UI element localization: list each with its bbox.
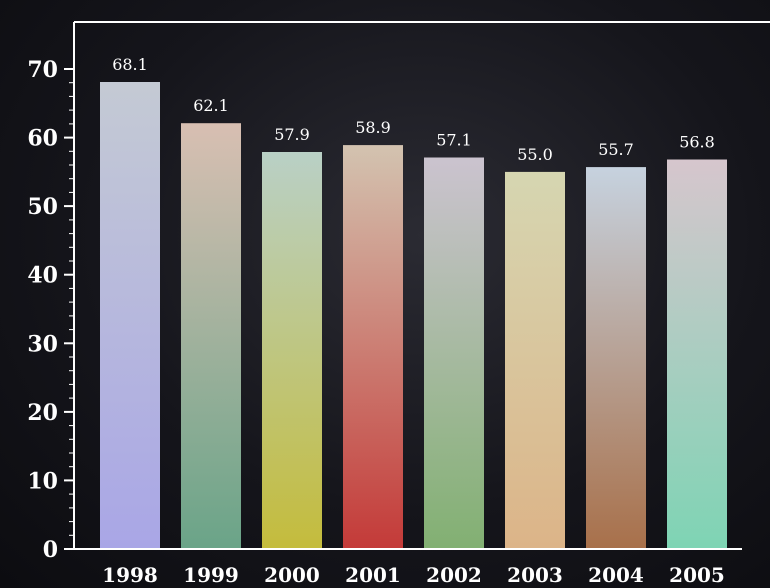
x-tick-label-2005: 2005: [669, 563, 725, 587]
bar-1999: [181, 123, 241, 549]
x-tick-label-2002: 2002: [426, 563, 482, 587]
value-label-2000: 57.9: [274, 125, 310, 144]
value-labels-layer: 68.1 62.1 57.9 58.9 57.1 55.0 55.7 56.8: [112, 55, 715, 164]
x-tick-label-2000: 2000: [264, 563, 320, 587]
value-label-1999: 62.1: [193, 96, 229, 115]
bar-2002: [424, 157, 484, 549]
bar-1998: [100, 82, 160, 549]
bar-2004: [586, 167, 646, 549]
bar-2000: [262, 152, 322, 549]
bars-layer: [100, 82, 727, 549]
y-tick-label-0: 0: [43, 537, 58, 563]
value-label-1998: 68.1: [112, 55, 148, 74]
y-tick-label-50: 50: [27, 194, 58, 220]
y-tick-label-40: 40: [27, 263, 58, 289]
value-label-2004: 55.7: [598, 140, 634, 159]
y-tick-label-30: 30: [27, 331, 58, 357]
bar-2003: [505, 171, 565, 549]
value-label-2002: 57.1: [436, 131, 472, 150]
x-labels-layer: 1998 1999 2000 2001 2002 2003 2004 2005: [102, 563, 725, 587]
x-tick-label-2003: 2003: [507, 563, 563, 587]
y-ticks-layer: 0 10 20 30 40 50 60 70: [27, 57, 74, 563]
value-label-2001: 58.9: [355, 118, 391, 137]
y-tick-label-60: 60: [27, 126, 58, 152]
value-label-2005: 56.8: [679, 133, 715, 152]
x-tick-label-2004: 2004: [588, 563, 644, 587]
bar-2001: [343, 145, 403, 549]
x-tick-label-1998: 1998: [102, 563, 158, 587]
y-tick-label-20: 20: [27, 400, 58, 426]
y-tick-label-70: 70: [27, 57, 58, 83]
bar-2005: [667, 159, 727, 549]
x-tick-label-2001: 2001: [345, 563, 401, 587]
y-tick-label-10: 10: [27, 468, 58, 494]
value-label-2003: 55.0: [517, 145, 553, 164]
axes-layer: [73, 21, 770, 550]
x-tick-label-1999: 1999: [183, 563, 239, 587]
